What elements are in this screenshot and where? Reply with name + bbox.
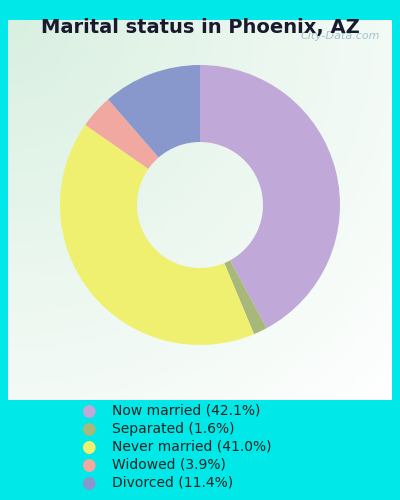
- Text: Now married (42.1%): Now married (42.1%): [112, 404, 260, 418]
- Wedge shape: [108, 65, 200, 158]
- Text: ●: ●: [81, 474, 95, 492]
- Text: ●: ●: [81, 456, 95, 474]
- Text: Divorced (11.4%): Divorced (11.4%): [112, 476, 233, 490]
- Wedge shape: [85, 100, 159, 169]
- Wedge shape: [60, 125, 254, 345]
- Text: ●: ●: [81, 420, 95, 438]
- Text: ●: ●: [81, 402, 95, 420]
- Text: City-Data.com: City-Data.com: [301, 32, 380, 42]
- Text: Separated (1.6%): Separated (1.6%): [112, 422, 234, 436]
- Wedge shape: [224, 260, 267, 334]
- Text: ●: ●: [81, 438, 95, 456]
- Text: Widowed (3.9%): Widowed (3.9%): [112, 458, 226, 472]
- Text: Never married (41.0%): Never married (41.0%): [112, 440, 272, 454]
- Text: Marital status in Phoenix, AZ: Marital status in Phoenix, AZ: [41, 18, 359, 36]
- Wedge shape: [200, 65, 340, 328]
